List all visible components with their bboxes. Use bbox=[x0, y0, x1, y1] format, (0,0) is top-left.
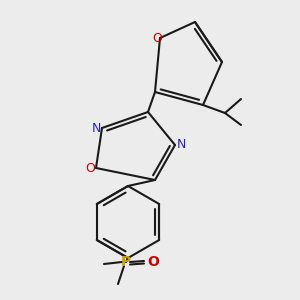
Text: O: O bbox=[85, 161, 95, 175]
Text: N: N bbox=[176, 139, 186, 152]
Text: N: N bbox=[91, 122, 101, 134]
Text: P: P bbox=[121, 255, 131, 269]
Text: O: O bbox=[152, 32, 162, 44]
Text: O: O bbox=[147, 255, 159, 269]
